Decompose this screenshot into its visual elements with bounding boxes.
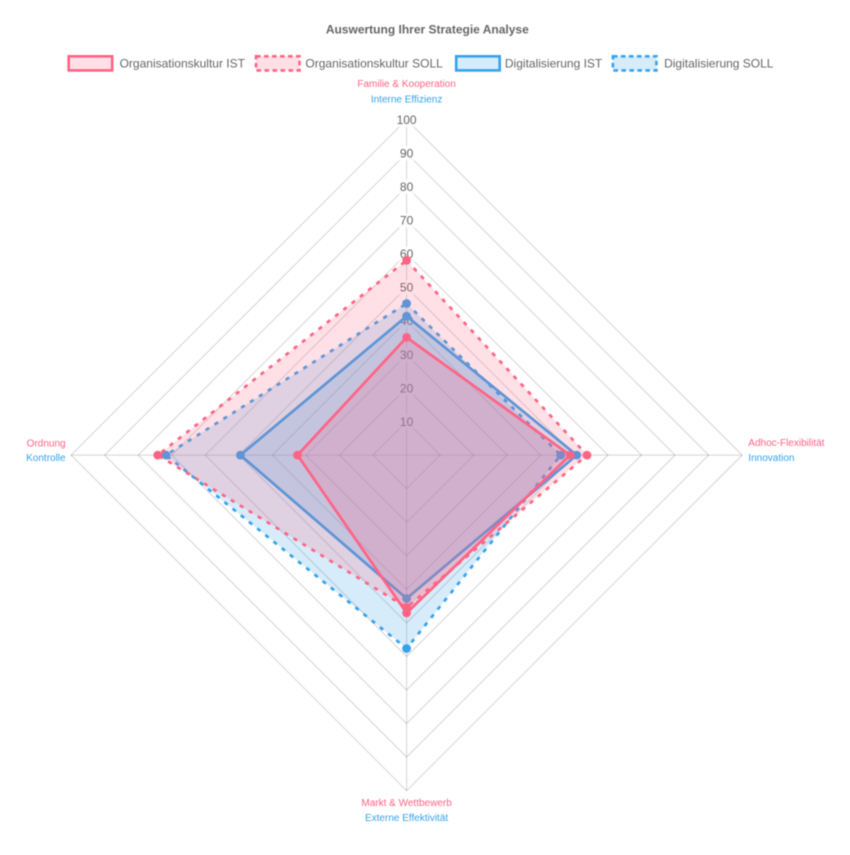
svg-text:Digitalisierung IST: Digitalisierung IST (505, 57, 603, 71)
svg-text:Interne Effizienz: Interne Effizienz (371, 95, 443, 106)
svg-text:10: 10 (400, 415, 414, 429)
svg-text:20: 20 (400, 381, 414, 395)
svg-text:50: 50 (400, 281, 414, 295)
svg-text:30: 30 (400, 348, 414, 362)
svg-text:Markt & Wettbewerb: Markt & Wettbewerb (361, 798, 452, 809)
svg-text:Externe Effektivität: Externe Effektivität (365, 813, 448, 824)
svg-text:80: 80 (400, 180, 414, 194)
svg-text:Organisationskultur SOLL: Organisationskultur SOLL (305, 57, 443, 71)
svg-text:Auswertung Ihrer Strategie Ana: Auswertung Ihrer Strategie Analyse (326, 22, 529, 36)
svg-text:Digitalisierung SOLL: Digitalisierung SOLL (664, 57, 774, 71)
svg-text:Ordnung: Ordnung (27, 439, 66, 450)
svg-text:Organisationskultur IST: Organisationskultur IST (120, 57, 246, 71)
svg-text:70: 70 (400, 214, 414, 228)
svg-text:Innovation: Innovation (748, 453, 794, 464)
svg-text:Familie & Kooperation: Familie & Kooperation (357, 79, 455, 90)
svg-text:90: 90 (400, 147, 414, 161)
svg-text:Kontrolle: Kontrolle (26, 453, 66, 464)
svg-text:100: 100 (397, 113, 417, 127)
svg-text:Adhoc-Flexibilität: Adhoc-Flexibilität (748, 438, 824, 449)
